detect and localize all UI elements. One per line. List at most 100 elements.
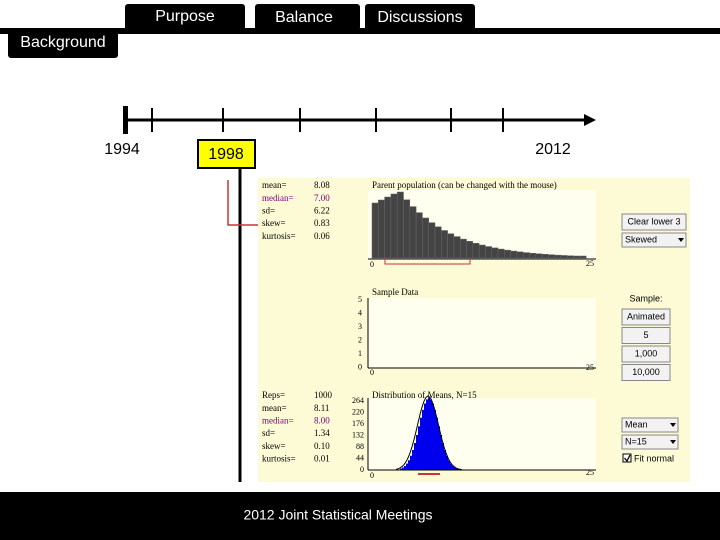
year-label: 1994 xyxy=(104,141,140,158)
x-label: 0 xyxy=(370,471,374,480)
select-label[interactable]: Skewed xyxy=(625,234,657,244)
bar xyxy=(371,202,379,259)
select-label[interactable]: Mean xyxy=(625,419,648,429)
stat-value: 0.06 xyxy=(314,231,330,241)
y-label: 44 xyxy=(356,453,364,462)
select[interactable] xyxy=(621,417,679,433)
stat-value: 0.10 xyxy=(314,441,330,451)
bar xyxy=(472,243,480,259)
button-label[interactable]: 5 xyxy=(643,330,648,340)
bar xyxy=(459,238,467,259)
y-label: 132 xyxy=(352,430,364,439)
select[interactable] xyxy=(621,434,679,450)
stat-label: sd= xyxy=(262,428,275,438)
y-labels: 5 4 3 2 1 0 xyxy=(358,295,362,372)
bar xyxy=(491,247,499,259)
button[interactable] xyxy=(621,213,687,231)
button[interactable] xyxy=(621,327,671,344)
stat-value: 8.11 xyxy=(314,403,329,413)
y-label: 4 xyxy=(358,308,362,317)
bar xyxy=(447,233,455,259)
bar xyxy=(442,442,444,470)
bar xyxy=(400,468,402,470)
footer-bar xyxy=(0,492,720,540)
bar xyxy=(428,222,436,259)
bar xyxy=(444,449,446,470)
plot-area xyxy=(368,298,596,368)
bar xyxy=(410,455,412,470)
stat-label: sd= xyxy=(262,205,275,215)
bar xyxy=(436,417,438,470)
x-label: 0 xyxy=(370,368,374,377)
plot-title: Parent population (can be changed with t… xyxy=(372,180,557,190)
bar xyxy=(434,409,436,470)
bar xyxy=(428,398,430,470)
connector-red xyxy=(227,180,258,226)
stat-label: Reps= xyxy=(262,390,285,400)
bar xyxy=(548,254,555,259)
timeline-arrow xyxy=(584,114,596,126)
timeline-ticks xyxy=(151,108,504,132)
y-label: 0 xyxy=(358,362,362,371)
histogram xyxy=(371,191,587,259)
bar xyxy=(404,465,406,470)
button-label[interactable]: Animated xyxy=(627,311,665,321)
bar xyxy=(396,191,404,259)
x-label: 25 xyxy=(586,468,594,477)
bar xyxy=(390,193,398,259)
select[interactable] xyxy=(621,232,687,248)
tab-label[interactable]: Balance xyxy=(275,9,333,26)
stat-label: kurtosis= xyxy=(262,454,296,464)
y-label: 88 xyxy=(356,442,364,451)
bar xyxy=(424,403,426,470)
bar xyxy=(422,217,429,259)
stat-label: median= xyxy=(262,193,294,203)
button-label[interactable]: 1,000 xyxy=(635,348,658,358)
select-arrow xyxy=(670,423,676,427)
stat-value: 7.00 xyxy=(314,193,330,203)
bar xyxy=(418,426,420,470)
bar xyxy=(384,196,392,259)
bar xyxy=(446,455,448,470)
tab-label[interactable]: Discussions xyxy=(377,9,462,26)
stat-value: 8.08 xyxy=(314,180,330,190)
tab[interactable] xyxy=(255,4,360,30)
tab[interactable] xyxy=(365,4,475,30)
bar xyxy=(441,230,448,259)
bar xyxy=(406,463,408,470)
bar xyxy=(426,399,428,470)
y-label: 1 xyxy=(358,349,362,358)
y-labels: 264 220 176 132 88 44 0 xyxy=(352,396,364,474)
button-label[interactable]: 10,000 xyxy=(632,367,660,377)
button[interactable] xyxy=(621,364,671,381)
bar xyxy=(452,465,454,470)
bar xyxy=(409,206,417,259)
x-label: 0 xyxy=(370,260,374,269)
button[interactable] xyxy=(621,308,671,326)
bar xyxy=(415,212,423,259)
button-label[interactable]: Clear lower 3 xyxy=(627,216,680,226)
section-label: Background xyxy=(20,34,105,51)
checkbox-label[interactable]: Fit normal xyxy=(634,453,674,463)
plot-title: Sample Data xyxy=(372,287,418,297)
button[interactable] xyxy=(621,345,671,363)
tab[interactable] xyxy=(125,4,245,30)
stats: mean= 8.08 median= 7.00 sd= 6.22 skew= 0.83 kurt… xyxy=(262,180,333,464)
checkmark xyxy=(624,454,631,463)
bar xyxy=(448,460,450,470)
select-label[interactable]: N=15 xyxy=(625,436,647,446)
bar xyxy=(440,434,442,470)
controls-title: Sample: xyxy=(629,293,662,303)
bar xyxy=(535,253,543,259)
range-bracket xyxy=(384,258,471,265)
plot-title: Distribution of Means, N=15 xyxy=(372,390,477,400)
bar xyxy=(554,254,562,259)
bar xyxy=(438,426,440,470)
plot-area xyxy=(368,398,596,470)
bar xyxy=(432,403,434,470)
bar xyxy=(416,434,418,470)
tab-label[interactable]: Purpose xyxy=(155,8,215,25)
x-label: 25 xyxy=(586,363,594,372)
